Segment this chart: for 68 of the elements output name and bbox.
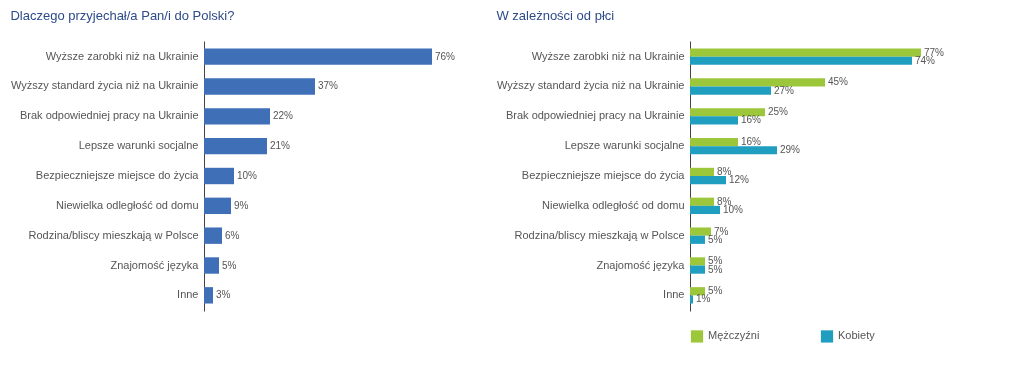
y-tick-label: Niewielka odległość od domu bbox=[56, 198, 199, 211]
y-tick-label: Brak odpowiedniej pracy na Ukrainie bbox=[19, 109, 199, 122]
y-tick-label: Rodzina/bliscy mieszkają w Polsce bbox=[514, 228, 685, 241]
bar bbox=[204, 48, 432, 65]
bar bbox=[690, 116, 738, 125]
y-tick-label: Wyższe zarobki niż na Ukrainie bbox=[531, 49, 685, 62]
y-tick-label: Wyższy standard życia niż na Ukrainie bbox=[496, 79, 685, 92]
data-label: 16% bbox=[741, 114, 762, 126]
bar bbox=[690, 137, 738, 147]
bar bbox=[204, 257, 219, 274]
bar bbox=[690, 78, 825, 87]
y-tick-label: Bezpieczniejsze miejsce do życia bbox=[35, 169, 200, 181]
bar bbox=[690, 235, 705, 244]
bar bbox=[204, 287, 213, 304]
legend-label: Kobiety bbox=[838, 329, 876, 342]
text: W zależności od płci bbox=[496, 8, 615, 23]
bar bbox=[690, 56, 912, 65]
data-label: 37% bbox=[318, 80, 339, 92]
y-tick-label: Niewielka odległość od domu bbox=[542, 198, 685, 211]
bar bbox=[690, 86, 771, 95]
bar bbox=[690, 48, 921, 57]
y-tick-label: Wyższe zarobki niż na Ukrainie bbox=[45, 49, 199, 62]
data-label: 5% bbox=[708, 285, 723, 297]
y-tick-label: Bezpieczniejsze miejsce do życia bbox=[521, 169, 686, 181]
data-label: 1% bbox=[696, 293, 711, 305]
bar bbox=[204, 108, 270, 125]
bar bbox=[690, 146, 777, 155]
y-tick-label: Rodzina/bliscy mieszkają w Polsce bbox=[28, 228, 199, 241]
data-label: 12% bbox=[729, 174, 750, 186]
data-label: 16% bbox=[741, 136, 762, 148]
y-tick-label: Lepsze warunki socjalne bbox=[78, 139, 199, 152]
bar bbox=[690, 227, 711, 236]
data-label: 45% bbox=[828, 76, 849, 88]
y-tick-label: Znajomość języka bbox=[596, 258, 686, 271]
data-label: 9% bbox=[234, 199, 249, 211]
y-tick-label: Wyższy standard życia niż na Ukrainie bbox=[10, 79, 199, 92]
bar bbox=[690, 167, 714, 176]
bar bbox=[690, 265, 705, 274]
y-tick-label: Inne bbox=[663, 288, 685, 301]
data-label: 27% bbox=[774, 84, 795, 96]
data-label: 6% bbox=[225, 229, 240, 241]
bar bbox=[204, 167, 234, 185]
bar bbox=[204, 137, 267, 155]
bar bbox=[690, 287, 705, 296]
bar bbox=[690, 295, 693, 304]
data-label: 5% bbox=[222, 259, 237, 271]
data-label: 3% bbox=[216, 289, 231, 301]
bar bbox=[690, 257, 705, 266]
y-tick-label: Brak odpowiedniej pracy na Ukrainie bbox=[505, 109, 685, 122]
data-label: 29% bbox=[780, 144, 801, 156]
data-label: 25% bbox=[768, 106, 789, 118]
bar bbox=[204, 197, 231, 215]
y-tick-label: Znajomość języka bbox=[110, 258, 200, 271]
data-label: 8% bbox=[717, 165, 732, 177]
chart-title: Dlaczego przyjechał/a Pan/i do Polski? bbox=[10, 8, 235, 23]
data-label: 10% bbox=[237, 170, 258, 181]
bar bbox=[690, 197, 714, 206]
data-label: 21% bbox=[270, 140, 291, 152]
bar bbox=[690, 205, 720, 215]
legend-label: Mężczyźni bbox=[708, 329, 760, 342]
y-tick-label: Lepsze warunki socjalne bbox=[564, 139, 685, 152]
data-label: 22% bbox=[273, 110, 294, 122]
bar bbox=[690, 108, 765, 117]
bar bbox=[204, 78, 315, 95]
data-label: 76% bbox=[435, 50, 456, 62]
y-tick-label: Inne bbox=[177, 288, 199, 301]
bar bbox=[204, 227, 222, 244]
bar bbox=[690, 176, 726, 185]
